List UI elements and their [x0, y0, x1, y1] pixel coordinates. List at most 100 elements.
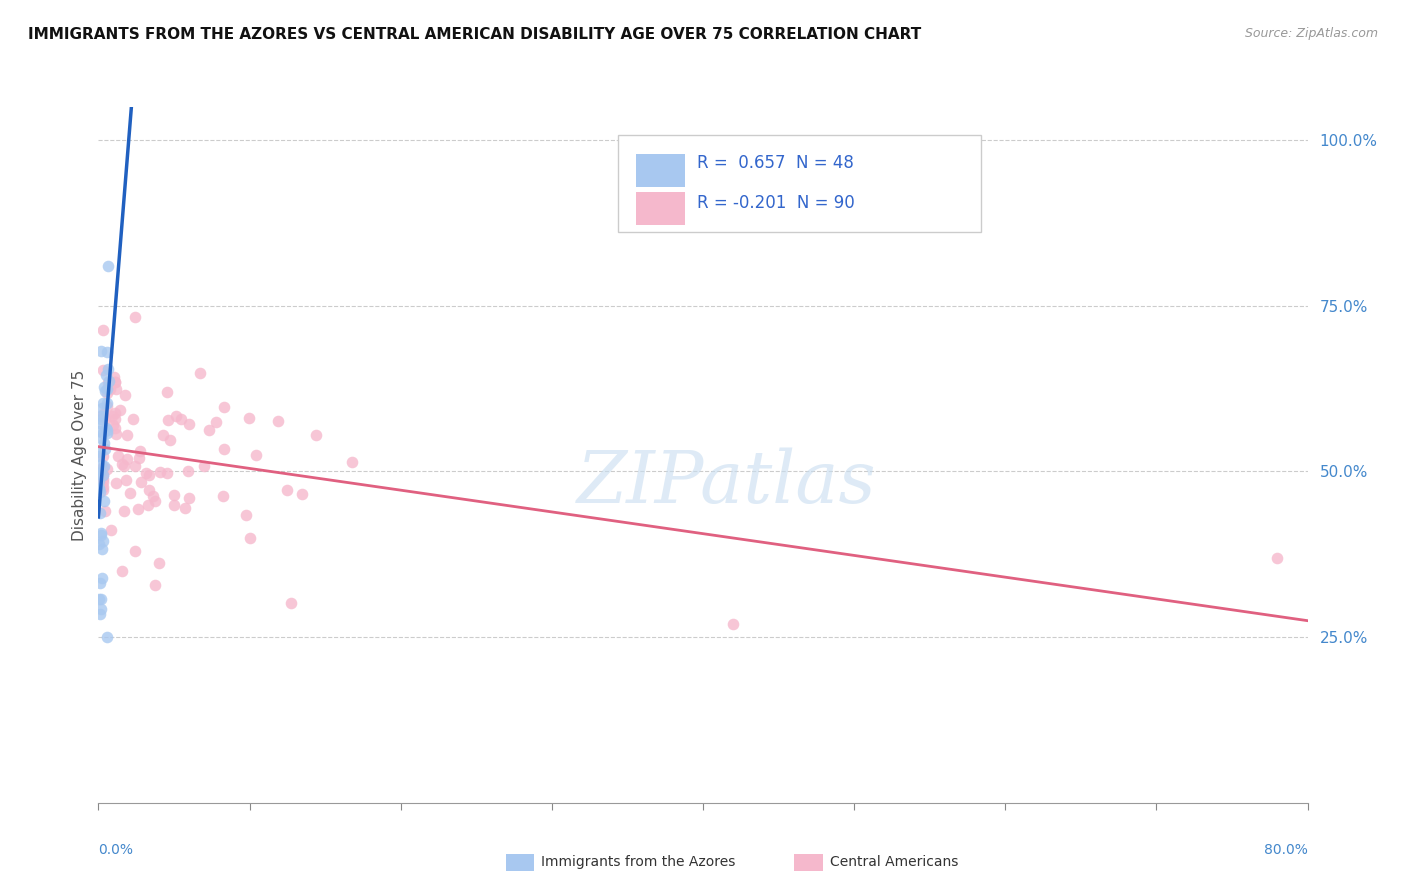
Point: [91, 541, 114, 556]
Point: [89, 424, 111, 438]
Point: [245, 448, 267, 462]
Point: [238, 411, 260, 425]
Point: [93, 384, 115, 398]
Point: [115, 473, 138, 487]
Point: [93, 494, 115, 508]
Point: [89, 527, 111, 541]
Point: [156, 466, 179, 480]
Point: [148, 556, 170, 570]
Point: [149, 465, 172, 479]
Point: [128, 450, 150, 465]
Text: Immigrants from the Azores: Immigrants from the Azores: [541, 855, 735, 869]
Point: [91, 449, 114, 463]
Point: [91, 483, 114, 498]
Y-axis label: Disability Age Over 75: Disability Age Over 75: [72, 369, 87, 541]
Point: [280, 596, 302, 610]
Bar: [637, 192, 685, 226]
Point: [91, 475, 114, 489]
Point: [205, 415, 228, 429]
Point: [94, 503, 117, 517]
Point: [177, 491, 200, 505]
Point: [305, 428, 328, 442]
Point: [97, 362, 120, 376]
Point: [91, 426, 114, 441]
Point: [87, 450, 110, 464]
Point: [94, 421, 117, 435]
Point: [173, 500, 195, 515]
Point: [89, 484, 111, 499]
Point: [91, 468, 114, 483]
Point: [138, 483, 160, 497]
Point: [112, 504, 135, 518]
Point: [96, 423, 118, 437]
Point: [108, 403, 131, 417]
Text: 0.0%: 0.0%: [98, 843, 134, 857]
Point: [135, 466, 157, 480]
Point: [96, 382, 118, 396]
Point: [89, 465, 111, 479]
Point: [97, 260, 120, 274]
Point: [89, 576, 111, 591]
Point: [97, 376, 120, 390]
Point: [157, 413, 180, 427]
Point: [104, 406, 127, 420]
Point: [212, 489, 235, 503]
Point: [90, 343, 112, 358]
Point: [96, 344, 118, 359]
Point: [170, 412, 193, 426]
Point: [96, 386, 118, 401]
Point: [105, 427, 128, 442]
Point: [212, 400, 235, 414]
Text: Central Americans: Central Americans: [830, 855, 957, 869]
Point: [124, 458, 146, 473]
Text: IMMIGRANTS FROM THE AZORES VS CENTRAL AMERICAN DISABILITY AGE OVER 75 CORRELATIO: IMMIGRANTS FROM THE AZORES VS CENTRAL AM…: [28, 27, 921, 42]
Point: [143, 578, 166, 592]
Point: [152, 428, 174, 442]
Point: [87, 483, 110, 497]
Point: [340, 455, 363, 469]
Point: [107, 449, 129, 463]
Point: [87, 474, 110, 488]
Point: [87, 591, 110, 606]
Point: [111, 457, 134, 471]
Point: [114, 388, 136, 402]
Text: R = -0.201  N = 90: R = -0.201 N = 90: [697, 194, 855, 212]
Point: [91, 472, 114, 486]
Point: [104, 375, 127, 389]
Point: [91, 323, 114, 337]
Point: [89, 481, 111, 495]
Point: [91, 396, 114, 410]
Point: [89, 416, 111, 430]
Point: [90, 458, 112, 472]
Point: [93, 458, 115, 473]
Point: [235, 508, 257, 522]
Point: [93, 436, 115, 450]
Point: [104, 375, 127, 389]
Point: [212, 442, 235, 457]
Point: [90, 431, 112, 445]
Point: [129, 444, 152, 458]
Point: [91, 468, 114, 483]
Point: [90, 401, 112, 415]
Point: [91, 408, 114, 422]
Point: [1267, 550, 1289, 565]
Point: [103, 417, 125, 432]
Point: [96, 399, 118, 413]
Point: [97, 380, 120, 394]
Point: [101, 409, 124, 423]
Point: [124, 310, 146, 325]
Point: [93, 442, 115, 456]
Point: [179, 417, 201, 431]
Point: [89, 607, 111, 621]
Point: [96, 396, 118, 410]
Point: [165, 409, 187, 423]
FancyBboxPatch shape: [619, 135, 981, 232]
Point: [89, 444, 111, 458]
Point: [127, 502, 149, 516]
Text: ZIPatlas: ZIPatlas: [578, 448, 877, 518]
Text: Source: ZipAtlas.com: Source: ZipAtlas.com: [1244, 27, 1378, 40]
Point: [163, 488, 186, 502]
Point: [98, 382, 121, 396]
Point: [90, 409, 112, 423]
Point: [122, 412, 145, 426]
